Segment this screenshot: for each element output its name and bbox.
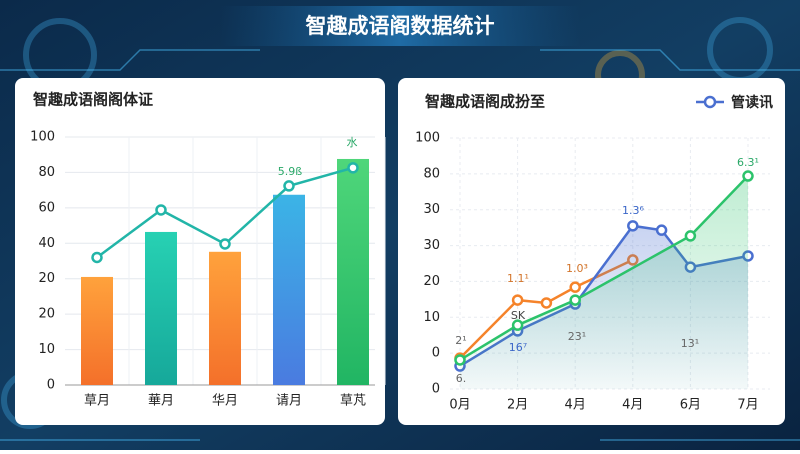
line-point	[283, 180, 295, 192]
line-point	[627, 220, 639, 232]
chart-title: 智趣成语阁阁体证	[33, 91, 153, 109]
chart-title: 智趣成语阁成扮至	[425, 93, 545, 111]
line-point	[742, 170, 754, 182]
y-tick-label: 100	[30, 130, 55, 145]
y-tick-label: 0	[432, 382, 440, 397]
bar	[273, 194, 305, 385]
annotation: 1.3⁶	[622, 204, 644, 217]
y-tick-label: 20	[38, 271, 55, 286]
bar	[81, 276, 113, 385]
decor-lines	[0, 49, 800, 441]
y-tick-label: 20	[423, 274, 440, 289]
x-tick-label: 华月	[212, 394, 238, 409]
bar	[337, 158, 369, 385]
annotation: 2¹	[455, 334, 466, 347]
annotation: 13¹	[681, 337, 699, 350]
line-point	[569, 281, 581, 293]
bar	[145, 231, 177, 385]
x-tick-label: 7月	[737, 398, 758, 413]
line-point	[569, 294, 581, 306]
line-point	[454, 354, 466, 366]
x-tick-label: 4月	[622, 398, 643, 413]
line-point	[511, 319, 524, 331]
y-tick-label: 100	[415, 131, 440, 146]
y-tick-label: 80	[423, 166, 440, 181]
y-tick-label: 20	[38, 307, 55, 322]
annotation: 5.9ß	[278, 165, 302, 178]
x-tick-label: 4月	[565, 398, 586, 413]
line-point	[511, 294, 524, 306]
y-tick-label: 10	[423, 310, 440, 325]
x-tick-label: 6月	[680, 398, 701, 413]
line-point	[155, 204, 167, 216]
x-tick-label: 草月	[84, 394, 110, 409]
line-point	[219, 238, 231, 250]
y-tick-label: 0	[47, 378, 55, 393]
y-tick-label: 30	[423, 202, 440, 217]
panel	[15, 78, 385, 425]
annotation: 23¹	[568, 330, 586, 343]
annotation: SK	[511, 309, 526, 322]
annotation: 16⁷	[509, 341, 527, 354]
annotation: 水	[347, 136, 358, 149]
x-tick-label: 草芃	[340, 394, 366, 409]
line-point	[655, 224, 668, 236]
annotation: 6.	[456, 372, 467, 385]
line-point	[347, 162, 359, 174]
legend-label: 管读讯	[731, 94, 773, 111]
line-point	[540, 297, 553, 309]
annotation: 1.1¹	[507, 272, 529, 285]
page-title: 智趣成语阁数据统计	[306, 14, 495, 38]
line-point	[684, 230, 697, 242]
y-tick-label: 10	[38, 342, 55, 357]
y-tick-label: 0	[432, 346, 440, 361]
line-point	[91, 251, 103, 264]
annotation: 6.3¹	[737, 156, 759, 169]
header-bar	[220, 6, 580, 46]
x-tick-label: 華月	[148, 394, 174, 409]
legend-swatch	[703, 95, 717, 109]
x-tick-label: 0月	[449, 398, 470, 413]
y-tick-label: 40	[38, 236, 55, 251]
area	[460, 176, 748, 389]
y-tick-label: 80	[38, 165, 55, 180]
y-tick-label: 30	[423, 238, 440, 253]
y-tick-label: 60	[38, 200, 55, 215]
annotation: 1.0³	[566, 262, 588, 275]
x-tick-label: 请月	[276, 394, 302, 409]
x-tick-label: 2月	[507, 398, 528, 413]
bar	[209, 251, 241, 385]
